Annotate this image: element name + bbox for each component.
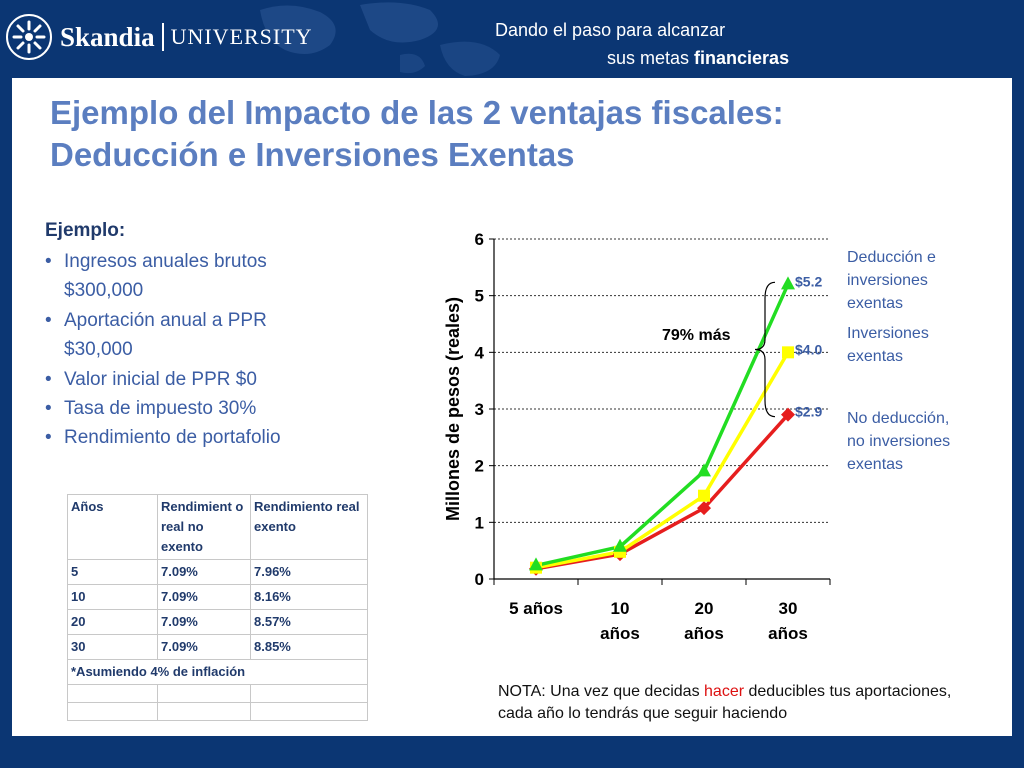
example-item: Aportación anual a PPR (45, 306, 281, 336)
left-border-strip (0, 78, 12, 736)
end-value-label: $5.2 (795, 273, 822, 289)
end-value-label: $2.9 (795, 404, 822, 420)
table-footnote-row: *Asumiendo 4% de inflación (67, 659, 368, 685)
legend-label-line: inversiones (847, 272, 928, 289)
example-item: Tasa de impuesto 30% (45, 394, 281, 424)
legend-item-deduccion-exentas: Deducción e inversiones exentas (847, 246, 936, 315)
data-point-diamond (781, 407, 795, 422)
series-line (535, 351, 790, 570)
table-cell: 7.09% (157, 634, 251, 660)
table-row: 10 7.09% 8.16% (67, 584, 368, 610)
table-cell: 7.96% (250, 559, 368, 585)
end-value-label: $4.0 (795, 341, 822, 357)
tagline-line2-text: sus metas (607, 48, 695, 68)
slide-title-line2: Deducción e Inversiones Exentas (50, 136, 575, 173)
example-item: Ingresos anuales brutos (45, 247, 281, 277)
tagline-line1: Dando el paso para alcanzar (495, 20, 726, 40)
table-row: 20 7.09% 8.57% (67, 609, 368, 635)
y-tick-label: 6 (475, 230, 484, 249)
data-point-triangle (697, 463, 711, 477)
tagline-line2: sus metas financieras (607, 48, 789, 69)
x-tick-label: 10 años (600, 599, 640, 643)
top-banner: Skandia UNIVERSITY Dando el paso para al… (0, 0, 1024, 78)
y-tick-label: 2 (475, 457, 484, 476)
legend-label-line: exentas (847, 456, 904, 473)
table-cell: 7.09% (157, 559, 251, 585)
bottom-band (0, 736, 1024, 768)
y-tick-label: 5 (475, 287, 484, 306)
legend-item-no-deduccion: No deducción, no inversiones exentas (847, 407, 950, 476)
data-point-diamond (697, 501, 711, 516)
logo-separator (161, 23, 164, 51)
y-tick-label: 0 (475, 570, 484, 589)
example-item-continuation: $300,000 (64, 280, 144, 302)
example-item: Valor inicial de PPR $0 (45, 365, 281, 395)
table-cell: 8.16% (250, 584, 368, 610)
example-section: Ejemplo: Ingresos anuales brutos $300,00… (45, 220, 281, 453)
legend-label-line: exentas (847, 295, 904, 312)
data-point-square (698, 489, 710, 502)
example-item-continuation: $30,000 (64, 339, 133, 361)
x-tick-label: 5 años (509, 599, 563, 618)
annotation-label: 79% más (662, 327, 731, 344)
sun-logo-icon (6, 14, 52, 60)
table-header-cell: Rendimient o real no exento (157, 494, 251, 560)
table-cell: 8.85% (250, 634, 368, 660)
table-header-cell: Rendimiento real exento (250, 494, 368, 560)
note-text: NOTA: Una vez que decidas (498, 683, 705, 700)
data-point-triangle (781, 276, 795, 290)
example-heading: Ejemplo: (45, 220, 126, 241)
table-header-row: Años Rendimient o real no exento Rendimi… (67, 494, 368, 560)
table-row: 30 7.09% 8.85% (67, 634, 368, 660)
skandia-university-logo: Skandia UNIVERSITY (6, 14, 313, 60)
data-point-square (782, 346, 794, 359)
x-tick-label: 20 años (684, 599, 724, 643)
legend-label-line: exentas (847, 348, 904, 365)
slide-title-line1: Ejemplo del Impacto de las 2 ventajas fi… (50, 94, 784, 131)
legend-label-line: no inversiones (847, 433, 951, 450)
legend-label-line: Deducción e (847, 249, 936, 266)
series-line (535, 283, 790, 568)
y-tick-label: 4 (475, 343, 485, 362)
legend-label-line: Inversiones (847, 325, 929, 342)
rates-table: Años Rendimient o real no exento Rendimi… (67, 494, 368, 721)
brand-subname: UNIVERSITY (170, 24, 313, 49)
world-map-graphic (260, 2, 500, 76)
brand-name: Skandia (60, 21, 155, 52)
series-line (535, 413, 790, 571)
tagline-line2-bold: financieras (694, 48, 790, 68)
table-empty-row (67, 702, 368, 721)
table-empty-row (67, 684, 368, 703)
legend-item-inversiones-exentas: Inversiones exentas (847, 322, 929, 368)
table-cell: 5 (67, 559, 158, 585)
slide-title: Ejemplo del Impacto de las 2 ventajas fi… (50, 92, 950, 176)
data-point-triangle (613, 538, 627, 552)
note-text-end: deducibles tus aportaciones, cada año lo… (498, 683, 952, 722)
right-border-strip (1012, 78, 1024, 736)
table-footnote: *Asumiendo 4% de inflación (67, 659, 368, 685)
x-tick-label: 30 años (768, 599, 808, 643)
footnote-note: NOTA: Una vez que decidas hacer deducibl… (498, 681, 968, 725)
example-item: Rendimiento de portafolio (45, 423, 281, 453)
y-tick-label: 1 (475, 513, 484, 532)
y-tick-label: 3 (475, 400, 484, 419)
table-header-cell: Años (67, 494, 158, 560)
note-highlight: hacer (704, 683, 745, 700)
y-axis-title: Millones de pesos (reales) (443, 297, 463, 521)
table-row: 5 7.09% 7.96% (67, 559, 368, 585)
example-list: Ingresos anuales brutos $300,000 Aportac… (45, 247, 281, 453)
table-cell: 20 (67, 609, 158, 635)
brace-annotation (754, 281, 776, 418)
data-point-triangle (529, 557, 543, 571)
legend-label-line: No deducción, (847, 410, 950, 427)
table-empty-cell (250, 702, 368, 721)
